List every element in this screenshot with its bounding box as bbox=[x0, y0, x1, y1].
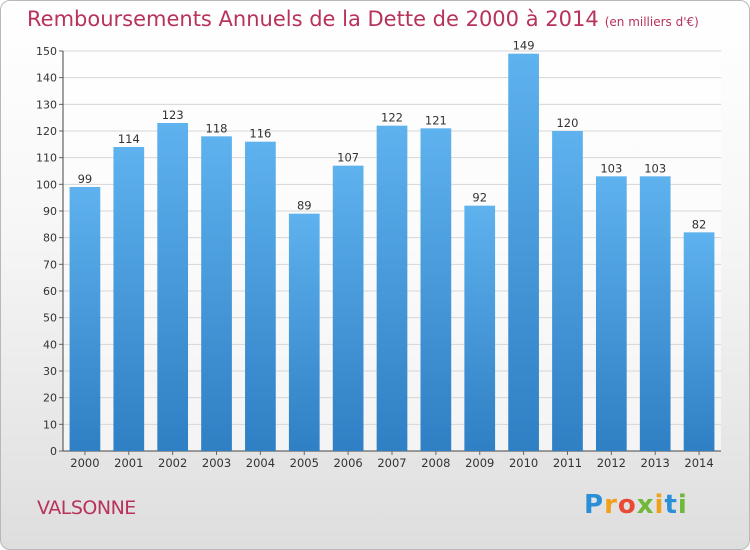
bar-value-label: 118 bbox=[206, 121, 228, 135]
x-tick-label: 2006 bbox=[333, 456, 362, 470]
logo-letter: i bbox=[654, 490, 665, 520]
bar-value-label: 121 bbox=[425, 113, 447, 127]
x-tick-label: 2007 bbox=[377, 456, 406, 470]
bar-value-label: 114 bbox=[118, 132, 140, 146]
bar-value-label: 103 bbox=[600, 161, 622, 175]
y-tick-label: 50 bbox=[43, 312, 57, 325]
commune-name: VALSONNE bbox=[37, 497, 136, 519]
bar bbox=[69, 187, 101, 451]
bar-value-label: 103 bbox=[644, 161, 666, 175]
chart-unit: (en milliers d'€) bbox=[604, 15, 699, 29]
x-tick-label: 2010 bbox=[509, 456, 538, 470]
bar bbox=[508, 53, 539, 452]
y-tick-label: 140 bbox=[36, 72, 57, 85]
bar bbox=[157, 123, 189, 451]
y-tick-label: 0 bbox=[50, 445, 57, 458]
bar bbox=[245, 141, 276, 451]
y-tick-label: 90 bbox=[43, 205, 57, 218]
bar-value-label: 149 bbox=[513, 39, 535, 53]
bar bbox=[464, 205, 496, 451]
bar bbox=[420, 128, 452, 451]
x-tick-label: 2001 bbox=[114, 456, 143, 470]
bar bbox=[595, 176, 627, 452]
bar bbox=[683, 232, 715, 451]
bar-value-label: 122 bbox=[381, 111, 403, 125]
y-tick-label: 30 bbox=[43, 365, 57, 378]
x-tick-label: 2014 bbox=[684, 456, 713, 470]
bar bbox=[332, 165, 364, 451]
x-tick-label: 2000 bbox=[70, 456, 99, 470]
bar-value-label: 82 bbox=[692, 217, 707, 231]
logo-letter: r bbox=[604, 490, 618, 520]
bar-value-label: 116 bbox=[249, 127, 271, 141]
logo-letter: P bbox=[584, 490, 605, 520]
logo-letter: t bbox=[664, 490, 678, 520]
y-tick-label: 70 bbox=[43, 258, 57, 271]
y-tick-label: 80 bbox=[43, 232, 57, 245]
chart-title-text: Remboursements Annuels de la Dette de 20… bbox=[27, 7, 599, 31]
bar bbox=[201, 136, 232, 452]
bar-value-label: 99 bbox=[78, 172, 93, 186]
y-tick-label: 10 bbox=[43, 418, 57, 431]
x-tick-label: 2003 bbox=[202, 456, 231, 470]
logo-letter: i bbox=[677, 490, 688, 520]
x-tick-label: 2002 bbox=[158, 456, 187, 470]
logo-letter: o bbox=[617, 490, 637, 520]
y-tick-label: 130 bbox=[36, 98, 57, 111]
bar bbox=[639, 176, 671, 452]
proxiti-logo: Proxiti bbox=[584, 490, 688, 520]
y-tick-label: 110 bbox=[36, 152, 57, 165]
bar-value-label: 120 bbox=[556, 116, 578, 130]
y-tick-label: 150 bbox=[36, 45, 57, 58]
bar-value-label: 89 bbox=[297, 199, 312, 213]
y-tick-label: 100 bbox=[36, 178, 57, 191]
y-tick-label: 60 bbox=[43, 285, 57, 298]
bar bbox=[376, 125, 408, 452]
y-tick-label: 40 bbox=[43, 338, 57, 351]
x-tick-label: 2005 bbox=[290, 456, 319, 470]
y-tick-label: 20 bbox=[43, 392, 57, 405]
x-tick-label: 2004 bbox=[246, 456, 275, 470]
bar-value-label: 123 bbox=[162, 108, 184, 122]
chart-title: Remboursements Annuels de la Dette de 20… bbox=[27, 7, 699, 31]
y-tick-label: 120 bbox=[36, 125, 57, 138]
bar bbox=[113, 147, 145, 451]
bar bbox=[552, 131, 583, 451]
logo-letter: x bbox=[636, 490, 655, 520]
x-tick-label: 2013 bbox=[641, 456, 670, 470]
bar-value-label: 92 bbox=[472, 191, 487, 205]
x-tick-label: 2008 bbox=[421, 456, 450, 470]
bar bbox=[288, 213, 320, 451]
x-tick-label: 2012 bbox=[597, 456, 626, 470]
bar-value-label: 107 bbox=[337, 151, 359, 165]
x-tick-label: 2011 bbox=[553, 456, 582, 470]
x-tick-label: 2009 bbox=[465, 456, 494, 470]
